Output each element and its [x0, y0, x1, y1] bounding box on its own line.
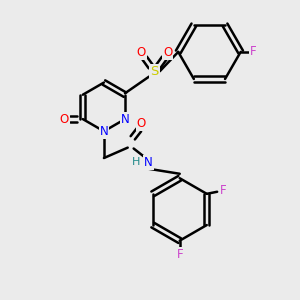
Text: S: S	[150, 65, 159, 78]
Text: F: F	[176, 248, 183, 260]
Text: N: N	[100, 125, 108, 138]
Text: O: O	[60, 112, 69, 126]
Text: N: N	[144, 156, 153, 169]
Text: O: O	[136, 117, 146, 130]
Text: F: F	[250, 45, 256, 58]
Text: F: F	[220, 184, 226, 197]
Text: O: O	[163, 46, 172, 59]
Text: N: N	[121, 112, 129, 126]
Text: O: O	[136, 46, 146, 59]
Text: H: H	[131, 158, 140, 167]
